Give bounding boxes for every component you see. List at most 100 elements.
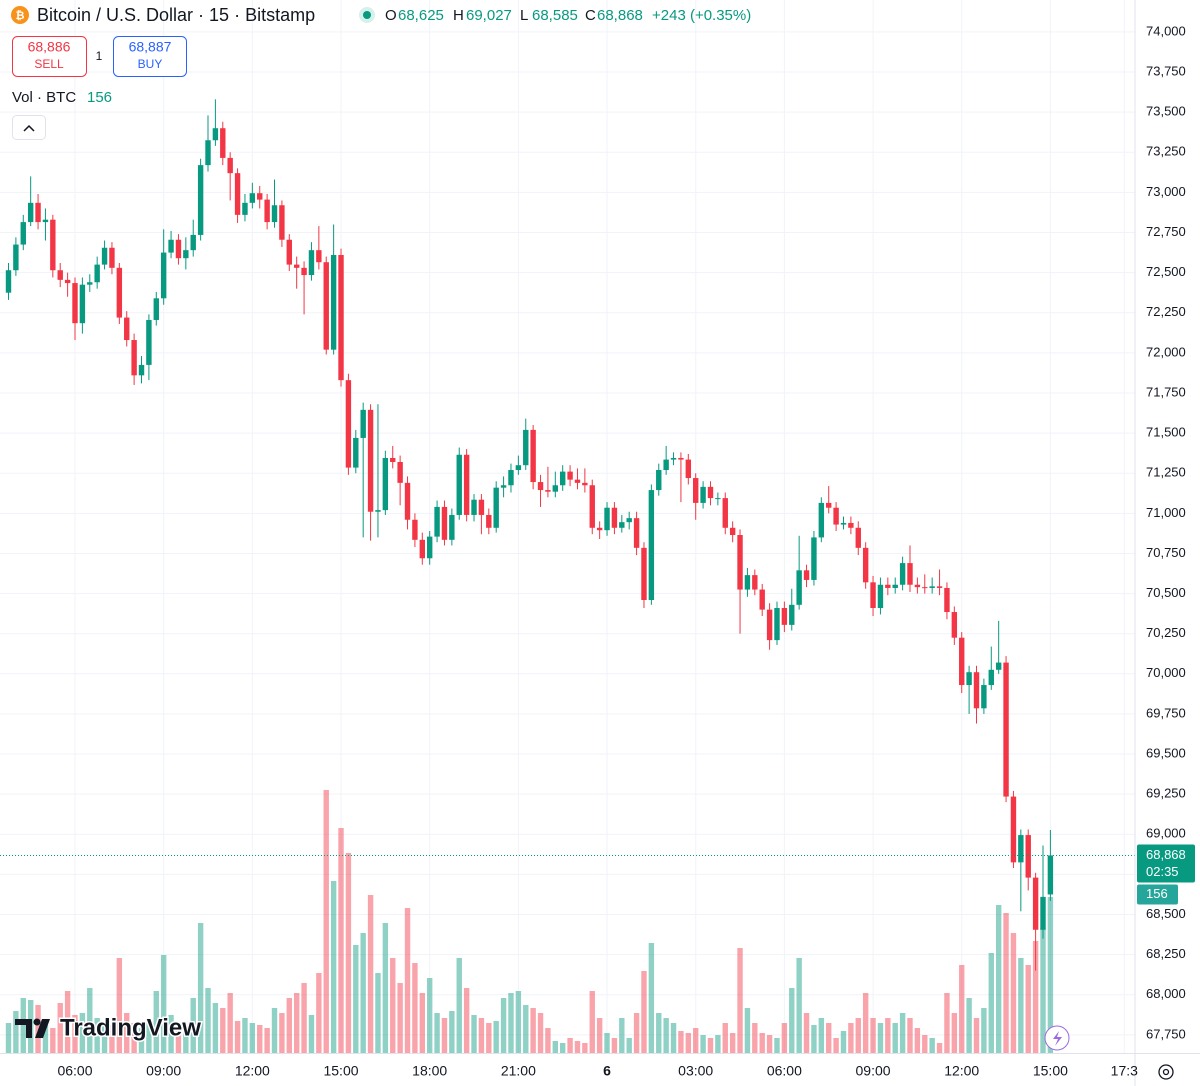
volume-bar (79, 1013, 86, 1053)
candle-body (500, 485, 507, 488)
volume-bar (833, 1038, 839, 1053)
buy-label[interactable]: BUY (138, 57, 163, 71)
volume-bar (656, 1013, 662, 1053)
volume-bar (877, 1023, 884, 1053)
candle-body (486, 514, 492, 528)
volume-bar (316, 973, 322, 1053)
candle-body (1018, 835, 1024, 863)
candle-body (833, 507, 839, 525)
buy-price[interactable]: 68,887 (129, 39, 172, 55)
axes: 67,75068,00068,25068,50068,75069,00069,2… (0, 23, 1200, 1079)
x-tick-label: 09:00 (856, 1063, 891, 1079)
volume-bar (885, 1018, 891, 1053)
y-tick-label: 69,250 (1146, 786, 1186, 801)
volume-bar (552, 1041, 559, 1053)
volume-legend-value: 156 (87, 89, 112, 106)
candle-body (922, 587, 928, 589)
x-tick-label: 15:00 (1033, 1063, 1068, 1079)
y-tick-label: 70,750 (1146, 545, 1186, 560)
candle-body (870, 582, 876, 609)
candle-body (648, 490, 655, 600)
candle-body (855, 527, 861, 548)
ohlc-value: 68,585 (532, 7, 578, 24)
volume-bar (301, 983, 307, 1053)
y-tick-label: 73,500 (1146, 104, 1186, 119)
buy-button[interactable]: 68,887 BUY (113, 36, 187, 77)
logo-slash (35, 1019, 50, 1038)
y-tick-label: 73,250 (1146, 144, 1186, 159)
settings-gear-hub[interactable] (1162, 1068, 1170, 1076)
collapse-button[interactable] (12, 115, 46, 140)
volume-bar (35, 1005, 41, 1053)
volume-bar (508, 993, 514, 1053)
volume-bar (604, 1033, 610, 1053)
volume-bar (567, 1038, 573, 1053)
volume-bar (486, 1023, 492, 1053)
candle-body (397, 461, 403, 483)
candle-body (367, 409, 374, 512)
volume-bar (279, 1013, 285, 1053)
volume-tag-label: 156 (1146, 886, 1168, 901)
volume-bar (72, 1015, 78, 1053)
bitcoin-icon (11, 6, 29, 24)
volume-bar (818, 1018, 825, 1053)
y-tick-label: 71,500 (1146, 425, 1186, 440)
sell-price[interactable]: 68,886 (28, 39, 71, 55)
sell-button-frame[interactable] (12, 36, 87, 77)
candle-body (693, 478, 699, 503)
chart-title: Bitcoin / U.S. Dollar · 15 · Bitstamp (37, 5, 315, 25)
x-tick-label: 06:00 (57, 1063, 92, 1079)
volume-bar (175, 1023, 182, 1053)
volume-bar (286, 998, 292, 1053)
candle-body (249, 193, 256, 203)
volume-legend: Vol · BTC (12, 89, 76, 106)
volume-bar (826, 1023, 832, 1053)
volume-bar (959, 965, 965, 1053)
y-tick-label: 71,250 (1146, 465, 1186, 480)
candle-body (463, 454, 470, 515)
volume-bar (596, 1018, 603, 1053)
volume-bar (323, 790, 329, 1053)
candle-body (293, 264, 300, 268)
candle-body (818, 502, 825, 538)
candle-body (434, 506, 440, 537)
assistant-icon[interactable] (1044, 1025, 1070, 1051)
sell-label[interactable]: SELL (34, 57, 64, 71)
volume-bar (729, 1033, 736, 1053)
candle-body (892, 584, 898, 588)
volume-bar (789, 988, 795, 1053)
settings-icon[interactable] (1158, 1064, 1174, 1080)
volume-bar (589, 991, 595, 1053)
x-tick-label: 12:00 (944, 1063, 979, 1079)
buy-button-frame[interactable] (113, 36, 187, 77)
candle-body (205, 140, 211, 166)
candle-body (242, 202, 248, 215)
volume-bar (116, 958, 123, 1053)
assistant-icon-bolt[interactable] (1053, 1031, 1062, 1046)
candle-body (449, 514, 455, 540)
volume-bar (936, 1043, 943, 1053)
settings-gear[interactable] (1158, 1064, 1174, 1080)
volume-bar (759, 1033, 765, 1053)
candle-body (670, 457, 677, 460)
candle-body (360, 409, 366, 438)
candle-body (330, 254, 337, 350)
y-tick-label: 72,500 (1146, 264, 1186, 279)
y-tick-label: 68,000 (1146, 986, 1186, 1001)
y-tick-label: 72,250 (1146, 304, 1186, 319)
candle-body (257, 193, 263, 200)
candle-layer (5, 99, 1054, 971)
collapse-button-frame[interactable] (12, 115, 46, 140)
candle-body (286, 239, 292, 265)
candle-body (94, 264, 100, 283)
volume-bar (707, 1038, 714, 1053)
volume-bar (574, 1041, 581, 1053)
candle-body (914, 584, 921, 588)
x-tick-label: 17:3 (1111, 1063, 1138, 1079)
sell-button[interactable]: 68,886 SELL (12, 36, 87, 77)
logo-dot (33, 1018, 41, 1026)
collapse-chevron[interactable] (23, 124, 35, 132)
candle-body (345, 380, 352, 468)
volume-bar (670, 1023, 677, 1053)
